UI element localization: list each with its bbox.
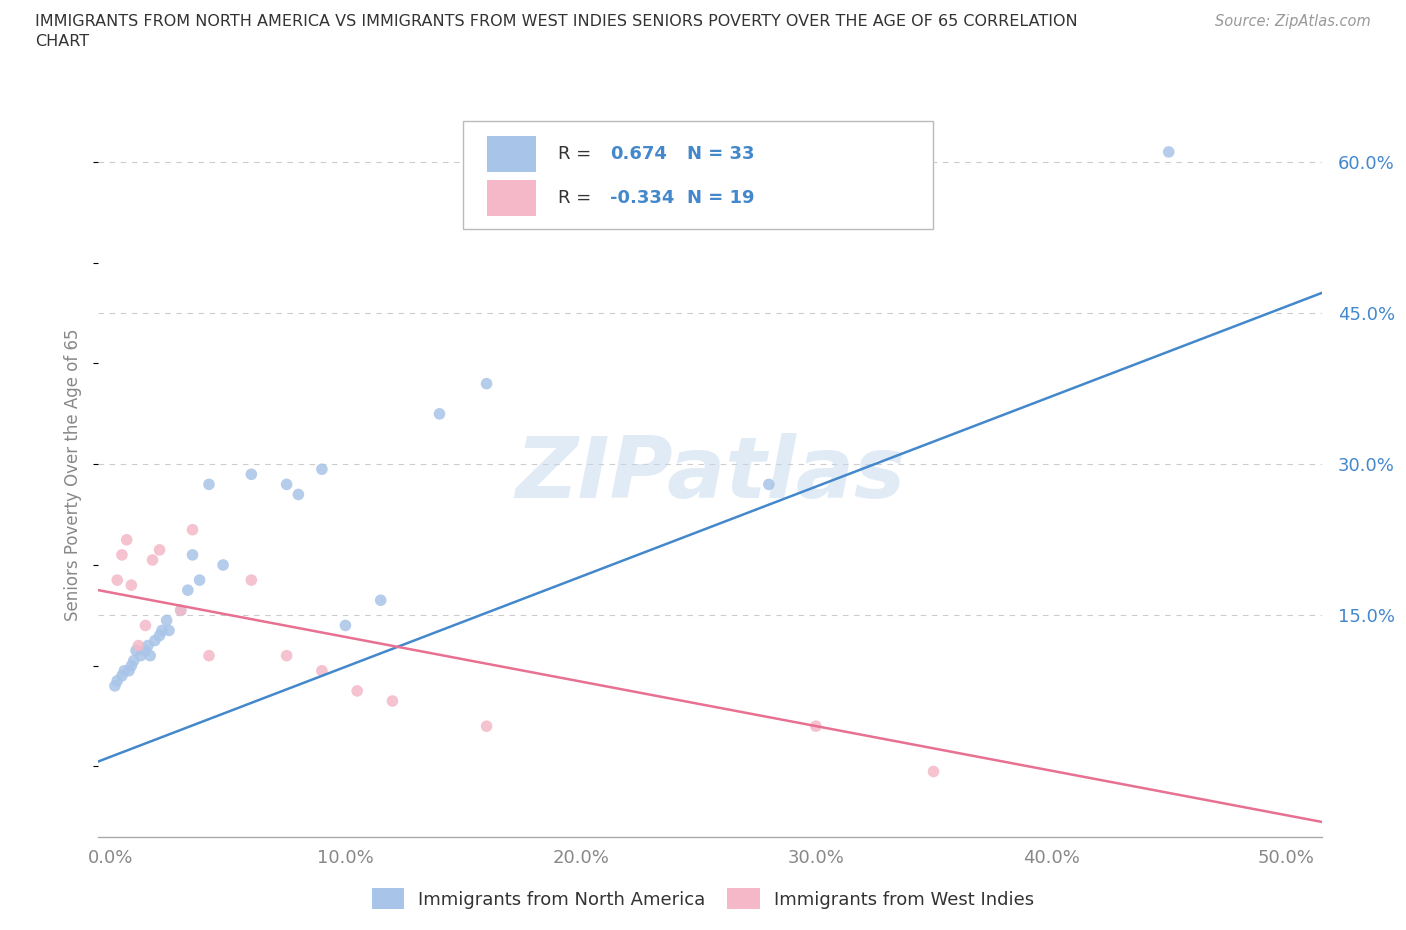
Point <box>149 542 172 557</box>
Point <box>429 406 451 421</box>
Point <box>212 558 235 573</box>
Text: R =: R = <box>558 189 598 207</box>
Text: CHART: CHART <box>35 34 89 49</box>
Point <box>122 653 145 668</box>
Point <box>240 467 263 482</box>
Point <box>149 628 172 643</box>
Point <box>181 548 204 563</box>
Point <box>758 477 780 492</box>
Point <box>804 719 827 734</box>
Point <box>115 532 138 547</box>
Point <box>922 764 945 779</box>
Point <box>129 648 152 663</box>
Point <box>125 644 148 658</box>
Point <box>335 618 357 633</box>
Point <box>105 573 128 588</box>
Text: R =: R = <box>558 145 598 163</box>
Text: ZIPatlas: ZIPatlas <box>515 432 905 516</box>
Point <box>141 552 163 567</box>
Point <box>136 638 159 653</box>
Point <box>1157 144 1180 159</box>
Point <box>170 603 193 618</box>
Point <box>240 573 263 588</box>
Text: N = 33: N = 33 <box>686 145 754 163</box>
Point <box>475 719 498 734</box>
Point <box>157 623 180 638</box>
Point <box>475 377 498 392</box>
Point <box>105 673 128 688</box>
Point <box>139 648 162 663</box>
Point <box>127 638 149 653</box>
Point <box>346 684 368 698</box>
Point <box>111 669 134 684</box>
Text: IMMIGRANTS FROM NORTH AMERICA VS IMMIGRANTS FROM WEST INDIES SENIORS POVERTY OVE: IMMIGRANTS FROM NORTH AMERICA VS IMMIGRA… <box>35 14 1078 29</box>
Point <box>134 644 156 658</box>
Point <box>104 679 127 694</box>
Point <box>120 658 142 673</box>
Text: 0.674: 0.674 <box>610 145 666 163</box>
Point <box>370 592 392 607</box>
Point <box>198 477 221 492</box>
Point <box>112 663 135 678</box>
Point <box>156 613 179 628</box>
Text: Source: ZipAtlas.com: Source: ZipAtlas.com <box>1215 14 1371 29</box>
Point <box>381 694 404 709</box>
Point <box>276 648 298 663</box>
Point <box>134 618 156 633</box>
Point <box>118 663 141 678</box>
Point <box>170 603 193 618</box>
Point <box>188 573 211 588</box>
Point <box>150 623 173 638</box>
Bar <box>488 136 536 172</box>
Point <box>311 663 333 678</box>
Text: N = 19: N = 19 <box>686 189 754 207</box>
Legend: Immigrants from North America, Immigrants from West Indies: Immigrants from North America, Immigrant… <box>364 881 1042 916</box>
Y-axis label: Seniors Poverty Over the Age of 65: Seniors Poverty Over the Age of 65 <box>65 328 83 620</box>
Point <box>198 648 221 663</box>
Text: -0.334: -0.334 <box>610 189 673 207</box>
FancyBboxPatch shape <box>463 121 932 229</box>
Point <box>311 462 333 477</box>
Point <box>177 583 200 598</box>
Point <box>111 548 134 563</box>
Bar <box>488 180 536 217</box>
Point <box>287 487 309 502</box>
Point <box>143 633 166 648</box>
Point <box>276 477 298 492</box>
Point <box>120 578 142 592</box>
Point <box>181 523 204 538</box>
